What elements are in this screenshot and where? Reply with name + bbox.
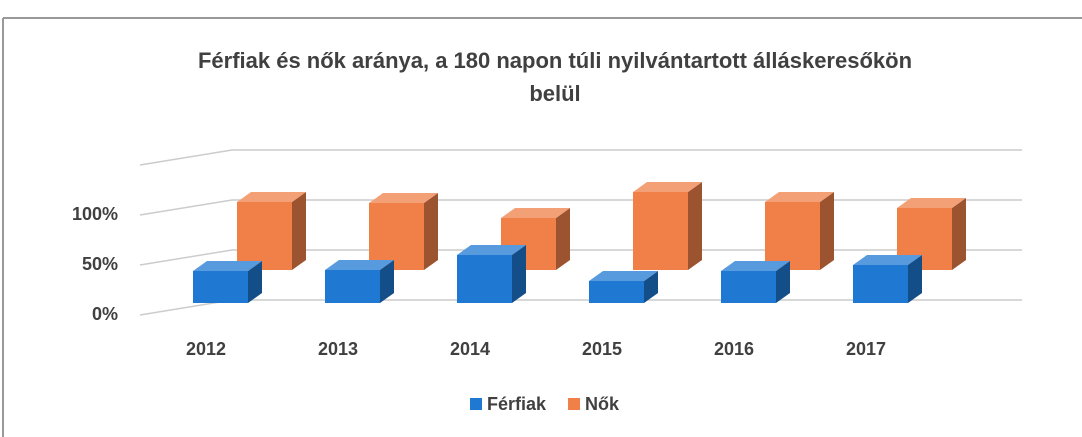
legend-label: Nők <box>585 394 620 414</box>
bar-side <box>556 208 570 270</box>
x-tick-label: 2012 <box>186 339 226 359</box>
bar <box>237 192 306 270</box>
bar-front <box>325 270 380 303</box>
bar-side <box>512 245 526 303</box>
bar-front <box>237 202 292 270</box>
bar-front <box>633 192 688 270</box>
bar-top <box>457 245 526 255</box>
bar-side <box>248 261 262 303</box>
bar-side <box>908 255 922 303</box>
bar-top <box>589 271 658 281</box>
bar <box>765 192 834 270</box>
legend-swatch <box>568 398 581 410</box>
bar <box>193 261 262 303</box>
bar-front <box>589 281 644 303</box>
bar <box>633 182 702 270</box>
bar <box>853 255 922 303</box>
bar-top <box>765 192 834 202</box>
x-tick-label: 2015 <box>582 339 622 359</box>
bar-top <box>853 255 922 265</box>
chart-title: Férfiak és nők aránya, a 180 napon túli … <box>198 48 912 73</box>
bar-front <box>765 202 820 270</box>
bar-side <box>688 182 702 270</box>
bar-top <box>325 260 394 270</box>
bar-top <box>501 208 570 218</box>
bar-top <box>237 192 306 202</box>
bar-side <box>380 260 394 303</box>
x-tick-label: 2013 <box>318 339 358 359</box>
bar-side <box>644 271 658 303</box>
legend-label: Férfiak <box>487 394 547 414</box>
y-tick-label: 0% <box>92 304 118 324</box>
bar <box>457 245 526 303</box>
bar-top <box>633 182 702 192</box>
bar-front <box>457 255 512 303</box>
x-tick-label: 2017 <box>846 339 886 359</box>
chart-subtitle: belül <box>529 81 580 106</box>
bar-front <box>853 265 908 303</box>
bar-front <box>193 271 248 303</box>
bar <box>897 198 966 270</box>
legend-swatch <box>470 398 482 410</box>
x-tick-label: 2016 <box>714 339 754 359</box>
bar-side <box>776 261 790 303</box>
grid-line <box>139 249 1022 266</box>
bar-side <box>820 192 834 270</box>
bar <box>721 261 790 303</box>
bar-top <box>897 198 966 208</box>
bar-top <box>369 193 438 203</box>
x-tick-label: 2014 <box>450 339 490 359</box>
grid-line <box>139 199 1022 216</box>
y-tick-label: 50% <box>82 254 118 274</box>
bar <box>369 193 438 270</box>
bar-front <box>721 271 776 303</box>
bar-side <box>952 198 966 270</box>
wall-edge <box>139 149 1022 166</box>
bar-side <box>424 193 438 270</box>
bar <box>325 260 394 303</box>
bar <box>589 271 658 303</box>
bar-top <box>721 261 790 271</box>
bar-top <box>193 261 262 271</box>
y-tick-label: 100% <box>72 204 118 224</box>
bar-front <box>369 203 424 270</box>
bar-side <box>292 192 306 270</box>
